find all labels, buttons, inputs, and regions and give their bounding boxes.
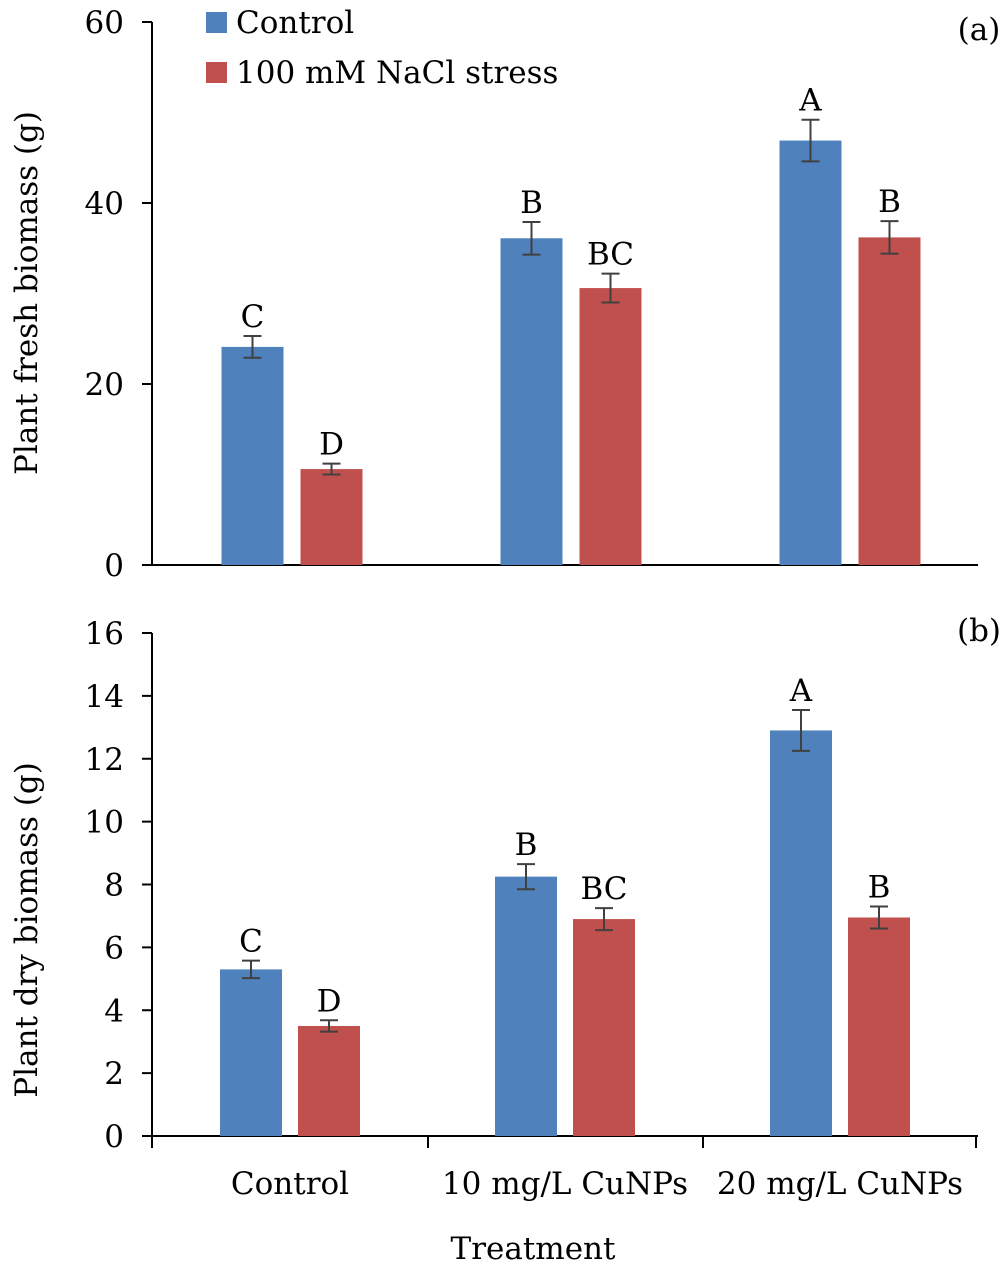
y-axis-title: Plant fresh biomass (g) xyxy=(9,111,45,475)
y-tick-label: 40 xyxy=(85,186,124,222)
bar xyxy=(573,919,635,1136)
significance-letter: D xyxy=(319,427,344,463)
y-tick-label: 2 xyxy=(104,1056,124,1092)
y-tick-label: 0 xyxy=(104,1119,124,1155)
significance-letter: BC xyxy=(580,871,627,907)
significance-letter: BC xyxy=(587,237,634,273)
x-tick-label: 10 mg/L CuNPs xyxy=(442,1166,688,1202)
y-tick-label: 14 xyxy=(85,679,124,715)
bar xyxy=(770,730,832,1136)
significance-letter: D xyxy=(317,983,342,1019)
y-tick-label: 10 xyxy=(85,805,124,841)
significance-letter: A xyxy=(798,83,822,119)
legend-swatch-control xyxy=(206,12,227,33)
y-tick-label: 20 xyxy=(85,367,124,403)
x-tick-label: Control xyxy=(231,1166,349,1202)
legend-label-nacl: 100 mM NaCl stress xyxy=(236,55,558,91)
y-tick-label: 16 xyxy=(85,616,124,652)
x-axis-title: Treatment xyxy=(451,1231,616,1267)
significance-letter: A xyxy=(789,673,813,709)
panel-b-dry-biomass: 0 2 4 6 8 10 12 14 16 Control 10 mg/L CuNPs 20 mg/L… xyxy=(9,613,1001,1202)
x-tick-label: 20 mg/L CuNPs xyxy=(717,1166,963,1202)
y-tick-label: 8 xyxy=(104,868,124,904)
bar xyxy=(779,140,842,565)
panel-label: (a) xyxy=(958,12,1001,48)
bar xyxy=(298,1025,360,1136)
bar xyxy=(495,876,557,1136)
significance-letter: B xyxy=(520,185,543,221)
significance-letter: B xyxy=(515,827,538,863)
y-axis-title: Plant dry biomass (g) xyxy=(9,762,45,1098)
significance-letter: C xyxy=(241,299,265,335)
bar xyxy=(220,969,282,1136)
significance-letter: B xyxy=(868,870,891,906)
legend-swatch-nacl xyxy=(206,62,227,83)
significance-letter: B xyxy=(878,184,901,220)
bar xyxy=(300,469,363,565)
panel-label: (b) xyxy=(957,613,1001,649)
y-tick-label: 60 xyxy=(85,5,124,41)
y-tick-label: 12 xyxy=(85,742,124,778)
bar xyxy=(848,917,910,1136)
bar xyxy=(858,237,921,565)
bar xyxy=(221,346,284,565)
legend-label-control: Control xyxy=(236,5,354,41)
y-tick-label: 0 xyxy=(104,548,124,584)
bar xyxy=(500,238,563,566)
y-tick-label: 4 xyxy=(104,993,124,1029)
significance-letter: C xyxy=(239,924,263,960)
y-tick-label: 6 xyxy=(104,930,124,966)
legend: Control 100 mM NaCl stress xyxy=(206,5,558,91)
bar xyxy=(579,288,642,565)
panel-a-fresh-biomass: 0 20 40 60 Plant fresh biomass (g) (a) C B A D BC B xyxy=(9,5,1000,584)
